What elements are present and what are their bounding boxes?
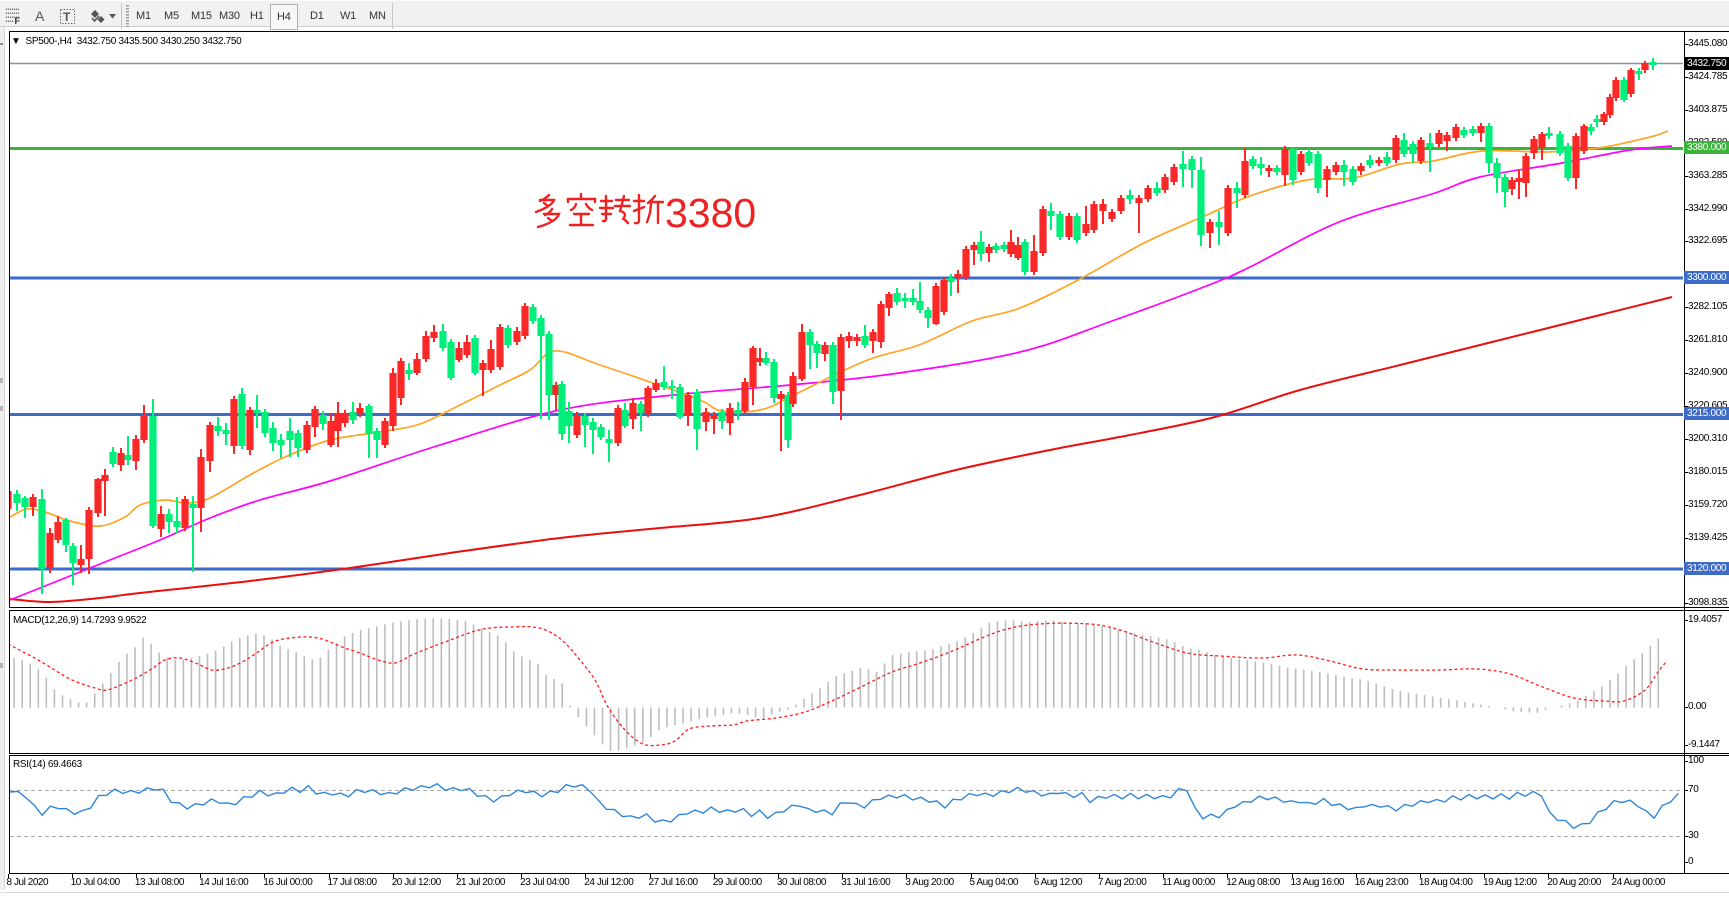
svg-text:F: F [15,16,21,26]
svg-text:A: A [35,8,45,24]
svg-text:3380: 3380 [665,192,756,236]
svg-text:T: T [63,10,71,24]
